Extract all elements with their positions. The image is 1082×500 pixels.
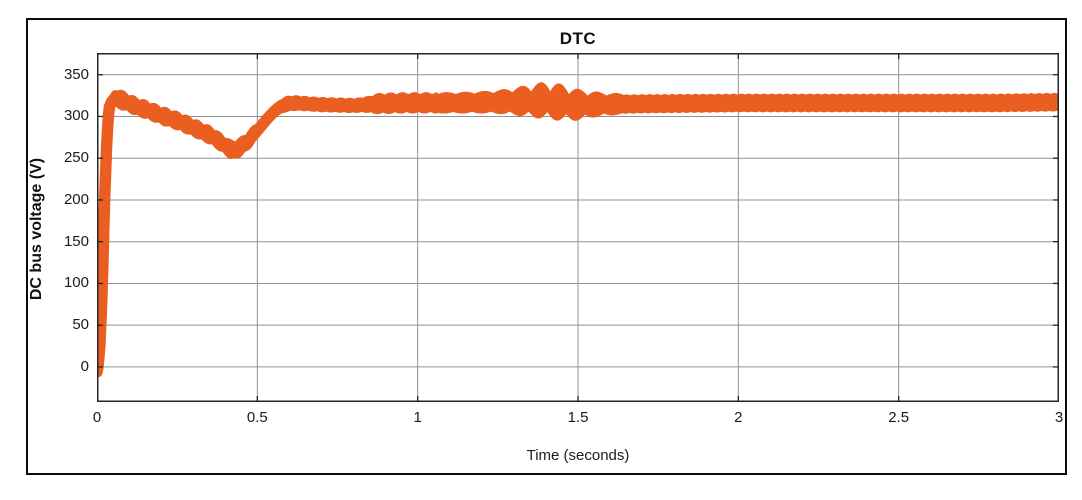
y-tick-label: 100 <box>63 274 89 292</box>
x-tick-label: 2 <box>734 409 743 426</box>
chart-title: DTC <box>559 29 597 48</box>
axis-ticks <box>97 53 1059 402</box>
y-tick-label: 200 <box>63 190 89 208</box>
y-axis-label: DC bus voltage (V) <box>28 157 45 301</box>
y-tick-label: 0 <box>80 357 89 375</box>
y-tick-label: 50 <box>72 316 89 334</box>
x-tick-label: 1 <box>413 409 422 426</box>
figure-border: DTC 0 50 100 150 200 250 300 350 0 0.5 1 1.5 2 2.5 3 … <box>26 18 1067 475</box>
x-tick-label: 0 <box>92 409 102 426</box>
axes-box <box>97 53 1059 402</box>
y-tick-label: 250 <box>63 149 89 167</box>
y-tick-label: 300 <box>63 107 89 125</box>
x-tick-label: 2.5 <box>888 409 910 426</box>
dc-bus-voltage-curve <box>97 82 1059 380</box>
plot-area <box>97 53 1059 402</box>
x-tick-label: 1.5 <box>567 409 589 426</box>
x-tick-label: 3 <box>1054 409 1064 426</box>
x-axis-label: Time (seconds) <box>526 447 630 464</box>
y-tick-label: 150 <box>63 232 89 250</box>
y-tick-label: 350 <box>63 65 89 83</box>
x-tick-label: 0.5 <box>246 409 268 426</box>
